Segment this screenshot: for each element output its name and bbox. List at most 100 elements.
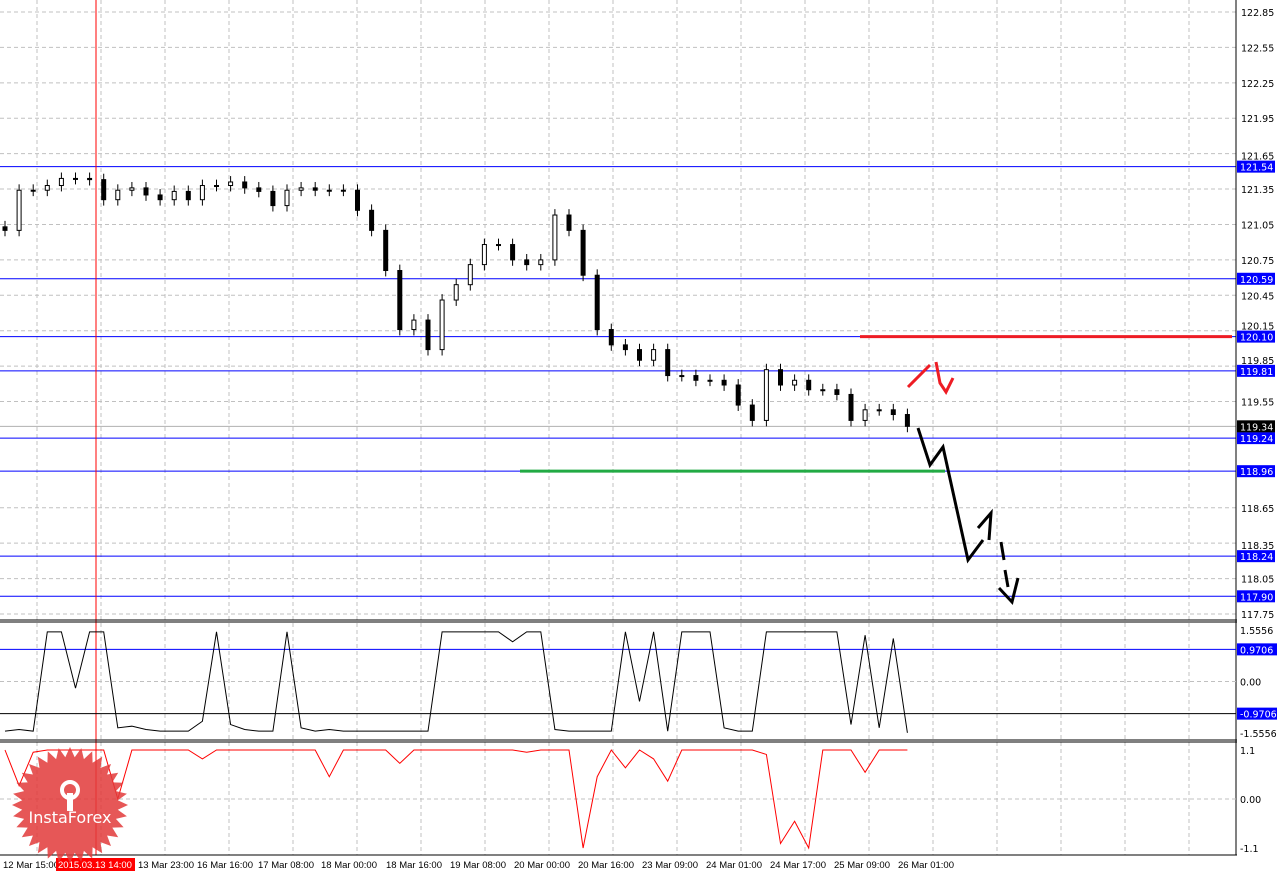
price-tick-label: 121.65: [1241, 152, 1274, 163]
level-label: 121.54: [1240, 163, 1273, 174]
level-label-bg: [1237, 432, 1275, 445]
candle-body: [87, 177, 93, 181]
crosshair-time-bg: [56, 858, 135, 871]
time-tick-label: 24 Mar 17:00: [770, 860, 826, 871]
seal-icon: [12, 747, 128, 863]
current-price-label: 119.34: [1240, 422, 1273, 433]
red-up-arrow: [906, 363, 932, 389]
indicator1-tick: 0.00: [1240, 678, 1261, 689]
candle-body: [383, 229, 389, 272]
forecast-dash: [999, 541, 1006, 561]
candle-body: [496, 244, 501, 247]
candle-body: [397, 270, 403, 331]
candle-body: [101, 179, 107, 201]
candle-body: [679, 375, 685, 378]
level-label-bg: [1237, 590, 1275, 603]
candle-body: [552, 214, 558, 261]
crosshair-time-label: 2015.03.13 14:00: [58, 860, 132, 871]
candle-body: [524, 259, 530, 266]
indicator2-tick: 1.1: [1240, 746, 1255, 757]
candle-body: [580, 229, 586, 276]
candle-body: [115, 189, 121, 201]
candle-body: [326, 189, 332, 192]
price-tick-label: 120.15: [1241, 322, 1274, 333]
indicator1-level-bg: [1237, 643, 1277, 656]
time-tick-label: 23 Mar 09:00: [642, 860, 698, 871]
time-tick-label: 18 Mar 16:00: [386, 860, 442, 871]
candle-body: [256, 187, 262, 192]
forecast-dash: [1003, 569, 1010, 588]
time-tick-label: 20 Mar 16:00: [578, 860, 634, 871]
price-tick-label: 122.85: [1241, 8, 1274, 19]
candle-body: [792, 379, 798, 386]
forecast-down-arrow: [997, 577, 1020, 606]
candle-body: [369, 209, 375, 231]
candle-body: [749, 404, 755, 421]
indicator2-tick: -1.1: [1240, 844, 1259, 855]
candle-body: [214, 185, 219, 188]
level-label: 119.24: [1240, 434, 1273, 445]
price-tick-label: 121.35: [1241, 185, 1274, 196]
time-tick-label: 12 Mar 15:00: [3, 860, 59, 871]
candle-body: [651, 349, 657, 361]
candle-body: [143, 187, 149, 196]
level-label-bg: [1237, 364, 1275, 377]
candle-body: [876, 409, 882, 412]
time-tick-label: 17 Mar 08:00: [258, 860, 314, 871]
candle-body: [566, 214, 572, 231]
indicator2-tick: 0.00: [1240, 795, 1261, 806]
candle-body: [44, 185, 50, 191]
candle-body: [157, 194, 163, 201]
candle-body: [199, 185, 205, 201]
level-label: 118.96: [1240, 467, 1273, 478]
candle-body: [242, 181, 248, 189]
time-tick-label: 13 Mar 23:00: [138, 860, 194, 871]
level-label: 119.81: [1240, 367, 1273, 378]
candle-body: [481, 244, 487, 266]
level-label-bg: [1237, 330, 1275, 343]
red-down-arrow: [934, 361, 955, 395]
candle-body: [312, 187, 318, 191]
level-label-bg: [1237, 160, 1275, 173]
candle-body: [58, 177, 64, 187]
candle-body: [538, 259, 544, 266]
candle-body: [890, 409, 896, 416]
candle-body: [411, 319, 417, 331]
candle-body: [355, 189, 360, 211]
candle-body: [820, 389, 826, 392]
candle-body: [340, 189, 346, 192]
candle-body: [298, 187, 304, 191]
price-tick-label: 119.55: [1241, 398, 1274, 409]
price-tick-label: 120.75: [1241, 256, 1274, 267]
candle-body: [30, 189, 36, 192]
candle-body: [73, 177, 78, 180]
candle-body: [735, 384, 741, 406]
candle-body: [778, 369, 783, 386]
candle-body: [834, 389, 840, 395]
candle-body: [467, 264, 473, 286]
price-tick-label: 117.75: [1241, 610, 1274, 621]
price-tick-label: 122.25: [1241, 79, 1274, 90]
candle-body: [904, 414, 910, 427]
time-tick-label: 24 Mar 01:00: [706, 860, 762, 871]
candle-body: [2, 226, 8, 231]
indicator1-tick: 1.5556: [1240, 626, 1273, 637]
time-tick-label: 26 Mar 01:00: [898, 860, 954, 871]
candle-body: [270, 190, 276, 207]
candle-body: [284, 189, 290, 207]
price-tick-label: 120.45: [1241, 291, 1274, 302]
current-price-bg: [1237, 420, 1275, 433]
candle-body: [171, 190, 177, 201]
candle-body: [185, 190, 191, 201]
candle-body: [439, 299, 445, 351]
price-tick-label: 121.95: [1241, 114, 1274, 125]
indicator1-level-bg: [1237, 707, 1277, 720]
candle-body: [608, 329, 614, 346]
price-tick-label: 119.85: [1241, 356, 1274, 367]
level-label: 117.90: [1240, 592, 1273, 603]
level-label-bg: [1237, 550, 1275, 563]
candle-body: [665, 349, 671, 377]
indicator1-level-label: 0.9706: [1240, 645, 1273, 656]
